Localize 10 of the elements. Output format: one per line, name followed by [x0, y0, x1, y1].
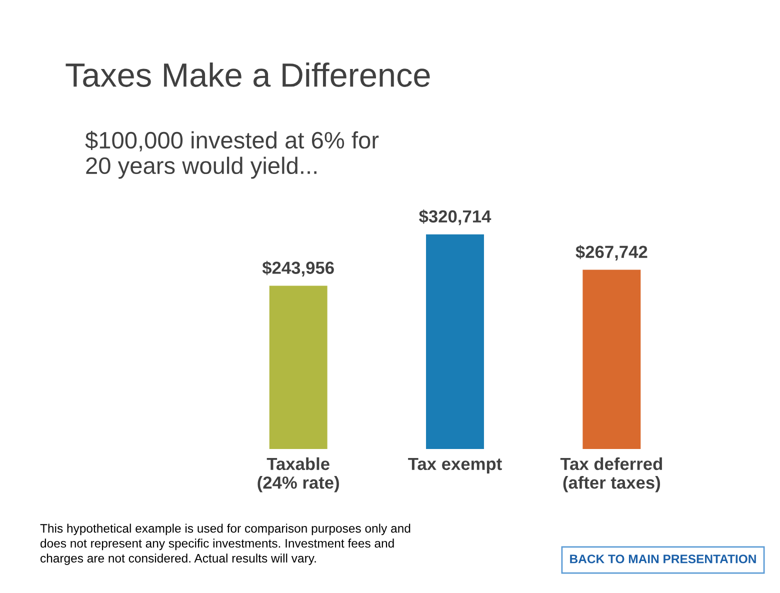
- chart-subtitle: $100,000 invested at 6% for 20 years would yield...: [85, 130, 379, 179]
- x-tick-label: Tax exempt: [408, 458, 502, 474]
- chart-title: Taxes Make a Difference: [66, 62, 430, 87]
- data-label: $320,714: [419, 210, 492, 226]
- text: BACK TO MAIN PRESENTATION: [570, 554, 756, 564]
- x-tick-label: Taxable (24% rate): [258, 457, 339, 492]
- data-label: $243,956: [262, 260, 334, 276]
- data-label: $267,742: [576, 244, 648, 261]
- text: This hypothetical example is used for comparison purposes only and does not represent any specific investments. Investment fees and charges are not considered. Actual results will vary.: [40, 524, 410, 565]
- x-tick-label: Tax deferred (after taxes): [560, 457, 662, 492]
